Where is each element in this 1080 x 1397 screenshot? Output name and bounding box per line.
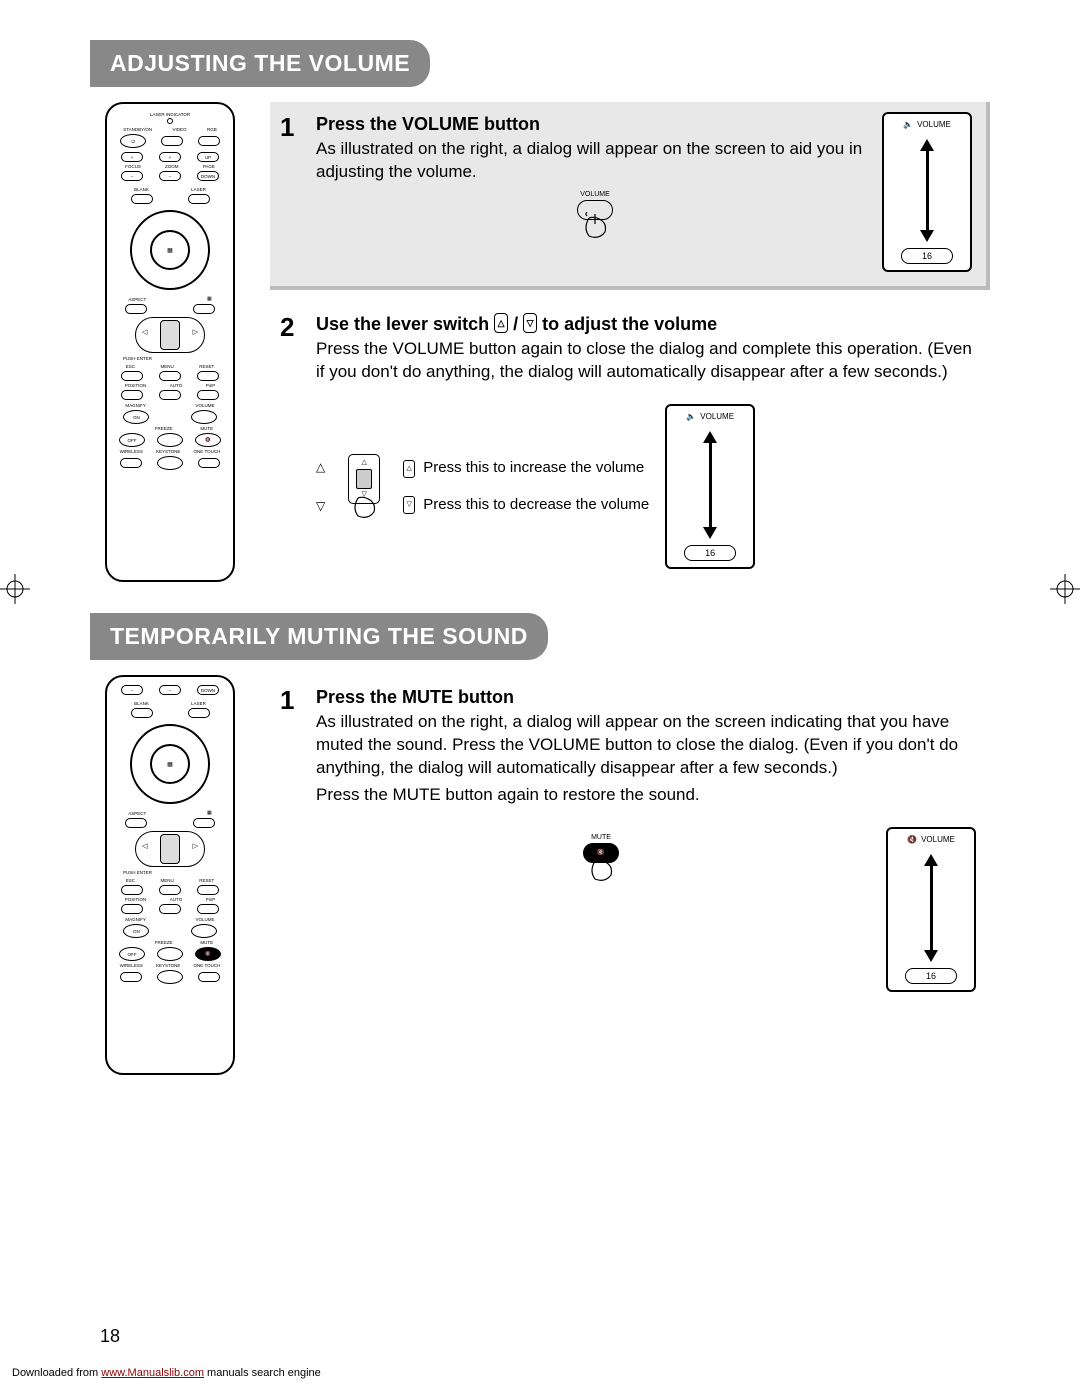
step-body: Press the VOLUME button again to close t…	[316, 338, 976, 384]
section-header-volume: ADJUSTING THE VOLUME	[90, 40, 430, 87]
volume-button-illus: VOLUME	[316, 190, 874, 239]
page-number: 18	[100, 1326, 120, 1347]
step-title: Press the MUTE button	[316, 685, 976, 709]
step-body: As illustrated on the right, a dialog wi…	[316, 138, 874, 184]
volume-value: 16	[684, 545, 736, 561]
lever-illustration: △▽	[341, 454, 387, 520]
remote-illustration: LASER INDICATOR STANDBY/ONVIDEORGB ⏻ ++U…	[105, 102, 235, 582]
volume-value: 16	[901, 248, 953, 264]
mute-button-illus: MUTE 🔇	[583, 833, 619, 882]
section-header-mute: TEMPORARILY MUTING THE SOUND	[90, 613, 548, 660]
step-body-2: Press the MUTE button again to restore t…	[316, 784, 976, 807]
volume-dialog: 🔈VOLUME 16	[882, 112, 972, 272]
volume-dialog-muted: 🔇VOLUME 16	[886, 827, 976, 992]
step-1-mute: 1 Press the MUTE button As illustrated o…	[270, 675, 990, 1006]
step-body: As illustrated on the right, a dialog wi…	[316, 711, 976, 780]
step-number: 1	[280, 685, 308, 992]
volume-value: 16	[905, 968, 957, 984]
footer: Downloaded from www.Manualslib.com manua…	[12, 1367, 321, 1379]
speaker-icon: 🔈	[903, 120, 913, 131]
step-title: Use the lever switch △ / ▽ to adjust the…	[316, 312, 976, 336]
decrease-label: Press this to decrease the volume	[423, 495, 649, 515]
speaker-icon: 🔈	[686, 412, 696, 423]
step-2-volume: 2 Use the lever switch △ / ▽ to adjust t…	[270, 302, 990, 583]
step-number: 2	[280, 312, 308, 569]
footer-link[interactable]: www.Manualslib.com	[101, 1367, 204, 1379]
lever-direction-icons: △▽	[316, 459, 325, 513]
increase-label: Press this to increase the volume	[423, 458, 644, 478]
step-1-volume: 1 Press the VOLUME button As illustrated…	[270, 102, 990, 290]
remote-illustration-2: −−DOWN BLANKLASER ▦ ASPECT▦ ◁ ▷ PUSH ENT…	[105, 675, 235, 1075]
step-number: 1	[280, 112, 308, 272]
step-title: Press the VOLUME button	[316, 112, 874, 136]
volume-dialog: 🔈VOLUME 16	[665, 404, 755, 569]
speaker-muted-icon: 🔇	[907, 835, 917, 846]
